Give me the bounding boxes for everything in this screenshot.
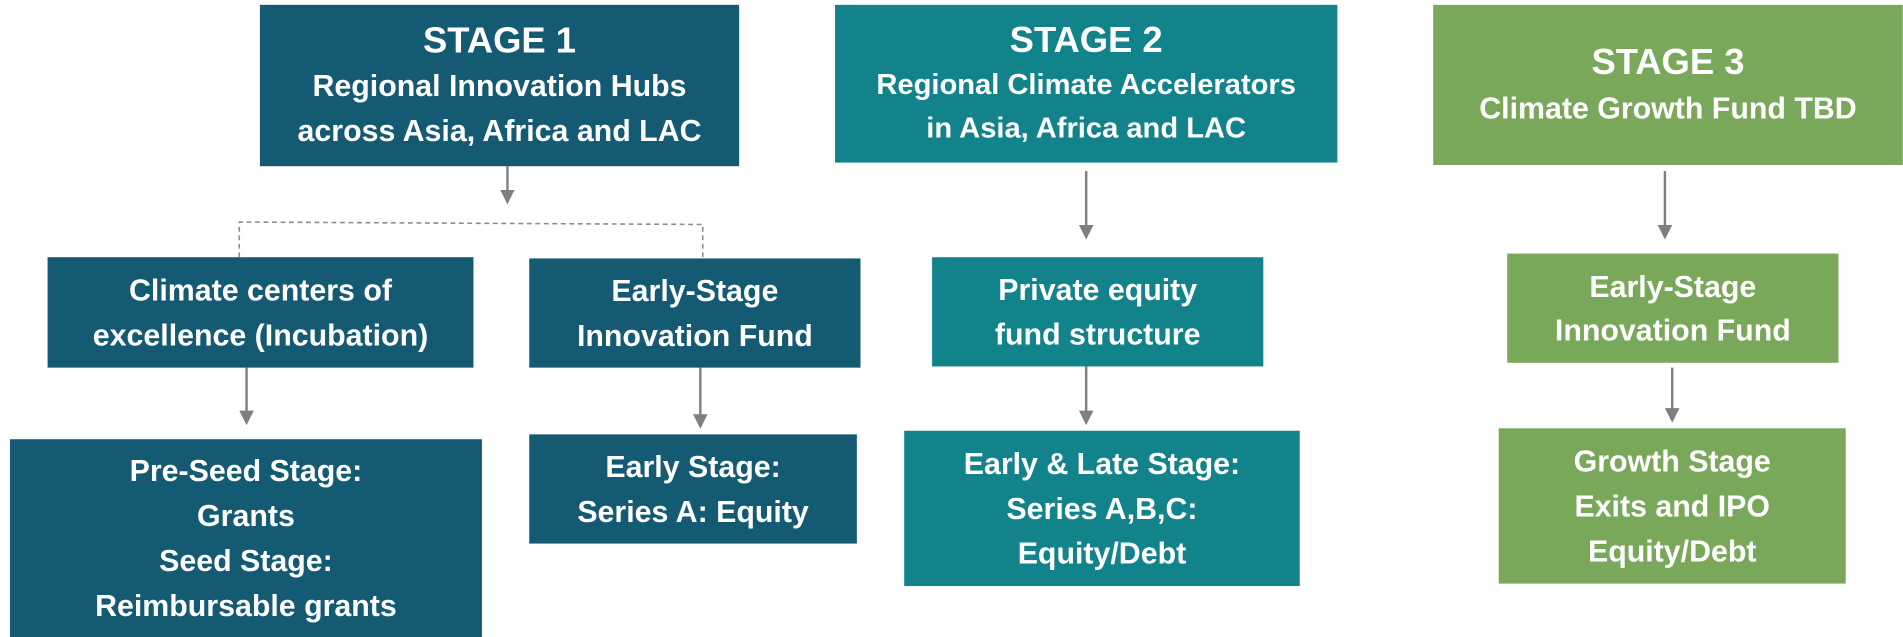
box: Climate centers of excellence (Incubation…	[47, 257, 474, 368]
box-text: Pre-Seed Stage:	[130, 455, 363, 488]
box-text: Series A: Equity	[577, 496, 809, 529]
box-text: Exits and IPO	[1574, 490, 1770, 523]
box-text: Seed Stage:	[159, 545, 333, 578]
box-text: across Asia, Africa and LAC	[298, 115, 702, 148]
box: Private equity fund structure	[932, 257, 1264, 367]
box-text: Climate Growth Fund TBD	[1479, 92, 1856, 125]
box: STAGE 3 Climate Growth Fund TBD	[1433, 4, 1903, 166]
box-background	[47, 257, 474, 368]
box-background	[529, 258, 861, 368]
box-text: Early-Stage	[1589, 271, 1756, 304]
box-background	[932, 257, 1264, 367]
box-text: in Asia, Africa and LAC	[926, 113, 1246, 145]
connectors	[238, 166, 1680, 429]
box-text: STAGE 2	[1010, 19, 1163, 60]
box-background	[1498, 428, 1846, 584]
box: STAGE 1 Regional Innovation Hubs across As…	[259, 4, 740, 167]
box-background	[1507, 253, 1839, 363]
box: Pre-Seed Stage: Grants Seed Stage: Reimburs…	[9, 439, 482, 637]
box: STAGE 2 Regional Climate Accelerators in A…	[835, 4, 1338, 163]
box-text: Early-Stage	[611, 275, 778, 308]
box: Early-Stage Innovation Fund	[1507, 253, 1839, 363]
box-text: Reimbursable grants	[95, 590, 397, 623]
box-background	[1433, 4, 1903, 166]
box-text: Early & Late Stage:	[964, 448, 1240, 481]
box-text: STAGE 1	[423, 20, 576, 61]
box-text: Growth Stage	[1574, 446, 1771, 479]
dashed-connector	[238, 221, 704, 258]
box-background	[529, 434, 857, 544]
box-text: Innovation Fund	[577, 320, 813, 353]
box: Early-Stage Innovation Fund	[529, 258, 861, 368]
box-text: Early Stage:	[605, 451, 780, 484]
box-text: Regional Climate Accelerators	[876, 69, 1296, 101]
box: Early Stage: Series A: Equity	[529, 434, 857, 544]
box-text: Regional Innovation Hubs	[313, 70, 687, 103]
box-text: Grants	[197, 500, 295, 533]
box: Early & Late Stage: Series A,B,C: Equity/D…	[904, 430, 1300, 587]
box-text: excellence (Incubation)	[93, 319, 428, 352]
box-text: Private equity	[998, 274, 1197, 307]
box-text: Climate centers of	[129, 274, 393, 307]
box-background	[9, 439, 482, 637]
box-text: Series A,B,C:	[1006, 493, 1197, 526]
box-text: Equity/Debt	[1018, 538, 1187, 571]
box-text: STAGE 3	[1591, 41, 1744, 82]
box-text: Innovation Fund	[1555, 314, 1791, 347]
box-background	[835, 4, 1338, 163]
box-background	[904, 430, 1300, 587]
box: Growth Stage Exits and IPO Equity/Debt	[1498, 428, 1846, 584]
box-text: Equity/Debt	[1588, 535, 1757, 568]
box-background	[259, 4, 740, 167]
box-text: fund structure	[995, 319, 1201, 352]
